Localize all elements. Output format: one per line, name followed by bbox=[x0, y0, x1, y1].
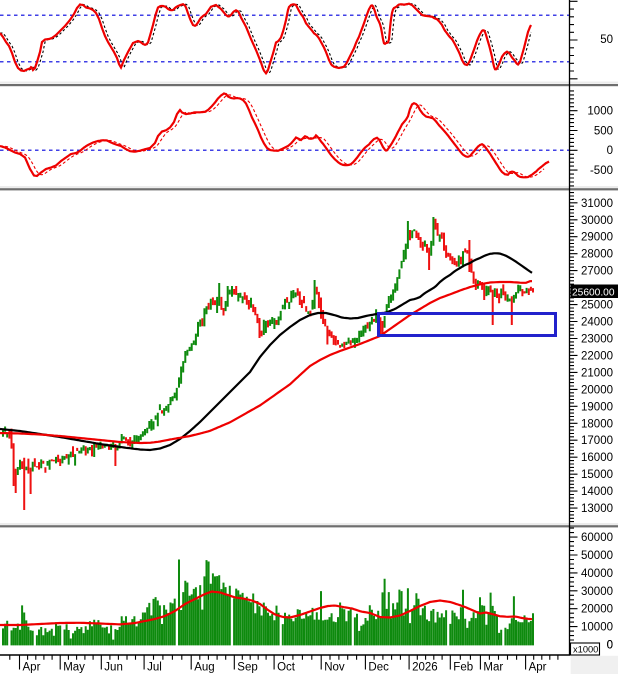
svg-text:50000: 50000 bbox=[581, 550, 613, 562]
svg-text:23000: 23000 bbox=[581, 334, 613, 346]
svg-text:13000: 13000 bbox=[581, 503, 613, 515]
svg-text:Mar: Mar bbox=[483, 662, 503, 674]
svg-text:24000: 24000 bbox=[581, 317, 613, 329]
svg-text:Jul: Jul bbox=[147, 662, 162, 674]
svg-text:25600.00: 25600.00 bbox=[572, 287, 615, 298]
svg-text:0: 0 bbox=[607, 640, 613, 652]
svg-text:16000: 16000 bbox=[581, 452, 613, 464]
svg-text:1000: 1000 bbox=[587, 106, 613, 118]
svg-text:Nov: Nov bbox=[324, 662, 345, 674]
svg-text:14000: 14000 bbox=[581, 486, 613, 498]
svg-text:28000: 28000 bbox=[581, 249, 613, 261]
svg-text:Jun: Jun bbox=[104, 662, 123, 674]
svg-text:18000: 18000 bbox=[581, 418, 613, 430]
svg-text:50: 50 bbox=[600, 34, 613, 46]
svg-text:31000: 31000 bbox=[581, 198, 613, 210]
svg-text:40000: 40000 bbox=[581, 568, 613, 580]
svg-text:2026: 2026 bbox=[412, 662, 438, 674]
svg-text:Sep: Sep bbox=[237, 662, 257, 674]
svg-text:30000: 30000 bbox=[581, 215, 613, 227]
svg-text:19000: 19000 bbox=[581, 401, 613, 413]
svg-text:Feb: Feb bbox=[453, 662, 473, 674]
svg-text:500: 500 bbox=[594, 125, 613, 137]
svg-text:30000: 30000 bbox=[581, 586, 613, 598]
svg-text:Apr: Apr bbox=[23, 662, 41, 674]
svg-text:15000: 15000 bbox=[581, 469, 613, 481]
svg-text:Dec: Dec bbox=[368, 662, 389, 674]
svg-text:0: 0 bbox=[607, 145, 613, 157]
svg-text:17000: 17000 bbox=[581, 435, 613, 447]
svg-text:29000: 29000 bbox=[581, 232, 613, 244]
svg-text:21000: 21000 bbox=[581, 367, 613, 379]
svg-text:x1000: x1000 bbox=[573, 645, 598, 655]
svg-text:Oct: Oct bbox=[277, 662, 296, 674]
svg-text:27000: 27000 bbox=[581, 266, 613, 278]
svg-text:22000: 22000 bbox=[581, 350, 613, 362]
svg-text:10000: 10000 bbox=[581, 622, 613, 634]
svg-text:0: 0 bbox=[607, 640, 613, 652]
svg-text:60000: 60000 bbox=[581, 532, 613, 544]
svg-text:20000: 20000 bbox=[581, 384, 613, 396]
svg-text:May: May bbox=[63, 662, 85, 674]
svg-text:20000: 20000 bbox=[581, 604, 613, 616]
svg-text:25000: 25000 bbox=[581, 300, 613, 312]
svg-text:-500: -500 bbox=[590, 165, 613, 177]
svg-text:Aug: Aug bbox=[194, 662, 214, 674]
svg-text:Apr: Apr bbox=[529, 662, 547, 674]
